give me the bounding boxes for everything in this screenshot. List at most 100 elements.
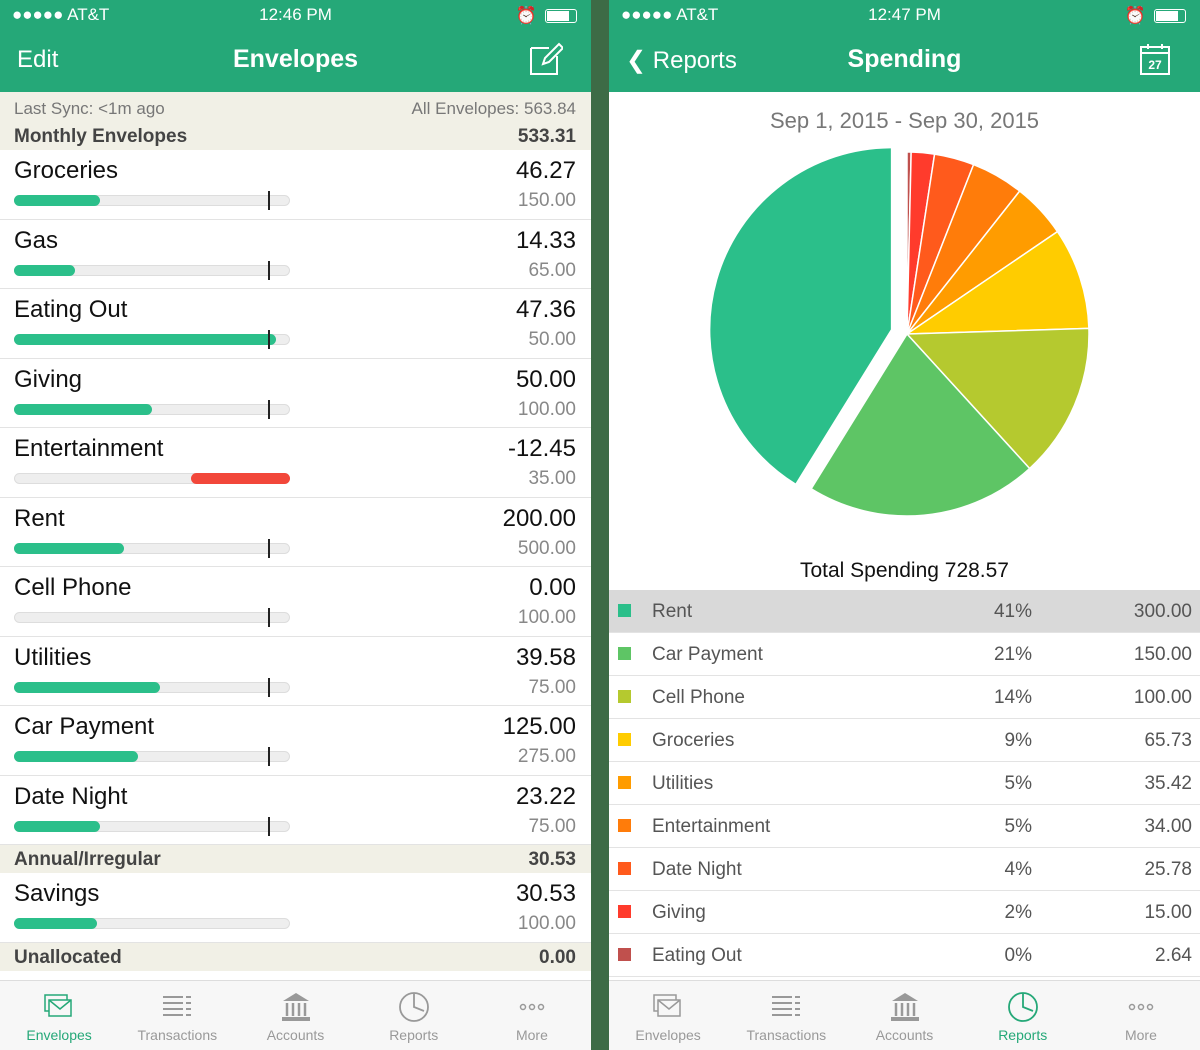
tab-transactions[interactable]: Transactions: [118, 981, 236, 1050]
period-marker: [268, 677, 270, 697]
envelope-balance: 50.00: [515, 365, 576, 393]
progress-fill: [14, 918, 97, 929]
envelope-row[interactable]: Giving 50.00 100.00: [0, 359, 591, 428]
legend-percent: 0%: [1004, 945, 1032, 966]
legend-row[interactable]: Utilities 5% 35.42: [609, 762, 1200, 805]
calendar-icon[interactable]: 27: [1138, 42, 1172, 76]
pie-slice-car-payment[interactable]: [810, 332, 1031, 517]
tab-bar: Envelopes Transactions Accounts Reports More: [0, 980, 591, 1050]
compose-icon[interactable]: [529, 42, 563, 76]
envelope-budget: 100.00: [517, 607, 576, 628]
legend-amount: 35.42: [1144, 773, 1192, 794]
spending-screen: ●●●●● AT&T 12:47 PM ⏰ ❮ Reports Spending…: [609, 0, 1200, 1050]
envelope-budget: 50.00: [528, 329, 576, 350]
envelope-row[interactable]: Savings 30.53 100.00: [0, 873, 591, 943]
legend-row[interactable]: Car Payment 21% 150.00: [609, 633, 1200, 676]
period-marker: [268, 260, 270, 280]
battery-icon: [545, 9, 577, 23]
legend-row[interactable]: Entertainment 5% 34.00: [609, 805, 1200, 848]
envelope-name: Car Payment: [14, 713, 155, 740]
progress-fill: [14, 334, 277, 345]
legend-row[interactable]: Rent 41% 300.00: [609, 590, 1200, 633]
envelope-name: Entertainment: [14, 435, 164, 462]
tab-more[interactable]: More: [1082, 981, 1200, 1050]
envelope-name: Cell Phone: [14, 574, 132, 601]
legend-swatch: [618, 690, 631, 703]
nav-bar: Edit Envelopes: [0, 30, 591, 92]
envelope-name: Giving: [14, 365, 83, 393]
total-spending: Total Spending 728.57: [799, 559, 1009, 582]
nav-bar: ❮ Reports Spending 27: [609, 30, 1200, 92]
list-icon: [163, 996, 192, 1016]
edit-button[interactable]: Edit: [17, 46, 59, 73]
envelopes-icon: [653, 994, 681, 1017]
envelope-row[interactable]: Rent 200.00 500.00: [0, 498, 591, 567]
battery-icon: [1154, 9, 1186, 23]
legend-name: Entertainment: [652, 816, 771, 837]
envelope-row[interactable]: Date Night 23.22 75.00: [0, 776, 591, 845]
envelope-list: Monthly Envelopes 533.31 Groceries 46.27 150…: [0, 122, 591, 971]
legend-amount: 100.00: [1133, 687, 1192, 708]
pie-slice-groceries[interactable]: [904, 230, 1090, 335]
tab-accounts[interactable]: Accounts: [845, 981, 963, 1050]
back-button[interactable]: ❮ Reports: [626, 46, 737, 75]
progress-fill: [14, 681, 161, 693]
progress-fill: [14, 820, 100, 832]
tab-envelopes[interactable]: Envelopes: [0, 981, 118, 1050]
tab-accounts[interactable]: Accounts: [236, 981, 354, 1050]
bank-icon: [281, 993, 310, 1021]
period-marker: [268, 538, 270, 558]
period-marker: [268, 330, 270, 349]
envelope-row[interactable]: Car Payment 125.00 275.00: [0, 706, 591, 776]
legend-name: Utilities: [652, 773, 714, 794]
pie-slice-cell-phone[interactable]: [905, 327, 1090, 470]
progress-track: [14, 816, 290, 836]
envelope-balance: 46.27: [515, 157, 576, 184]
tab-reports[interactable]: Reports: [964, 981, 1082, 1050]
envelope-row[interactable]: Gas 14.33 65.00: [0, 220, 591, 289]
tab-reports[interactable]: Reports: [355, 981, 473, 1050]
legend-swatch: [618, 862, 631, 875]
tab-transactions[interactable]: Transactions: [727, 981, 845, 1050]
progress-fill: [14, 264, 75, 276]
legend-row[interactable]: Date Night 4% 25.78: [609, 848, 1200, 891]
legend-amount: 150.00: [1133, 644, 1192, 665]
legend-row[interactable]: Eating Out 0% 2.64: [609, 934, 1200, 977]
envelope-row[interactable]: Groceries 46.27 150.00: [0, 150, 591, 220]
legend-row[interactable]: Giving 2% 15.00: [609, 891, 1200, 934]
pie-chart-icon: [398, 992, 429, 1022]
envelope-name: Savings: [14, 880, 100, 907]
legend-name: Cell Phone: [652, 687, 745, 708]
bank-icon: [890, 993, 919, 1021]
svg-text:27: 27: [1148, 58, 1162, 72]
section-name: Annual/Irregular: [14, 849, 161, 870]
envelope-row[interactable]: Entertainment -12.45 35.00: [0, 428, 591, 498]
legend-row[interactable]: Groceries 9% 65.73: [609, 719, 1200, 762]
tab-label: Envelopes: [26, 1027, 92, 1043]
envelope-row[interactable]: Eating Out 47.36 50.00: [0, 289, 591, 359]
progress-track: [14, 191, 290, 210]
legend-amount: 25.78: [1144, 859, 1192, 880]
progress-track: [14, 330, 290, 349]
legend-row[interactable]: Cell Phone 14% 100.00: [609, 676, 1200, 719]
legend-percent: 41%: [993, 601, 1032, 622]
last-sync: Last Sync: <1m ago: [14, 99, 165, 118]
alarm-icon: ⏰: [515, 6, 537, 25]
tab-more[interactable]: More: [473, 981, 591, 1050]
progress-track: [14, 918, 290, 929]
tab-label: Accounts: [266, 1027, 325, 1043]
all-envelopes-total: All Envelopes: 563.84: [411, 99, 576, 118]
envelope-row[interactable]: Cell Phone 0.00 100.00: [0, 567, 591, 637]
progress-fill: [190, 473, 290, 484]
pie-slice-rent[interactable]: [708, 146, 893, 486]
list-icon: [772, 996, 801, 1016]
legend-name: Groceries: [652, 730, 735, 751]
envelope-balance: 47.36: [515, 296, 576, 323]
legend-name: Date Night: [652, 859, 742, 880]
envelope-budget: 75.00: [528, 676, 576, 698]
legend-swatch: [618, 647, 631, 660]
tab-envelopes[interactable]: Envelopes: [609, 981, 727, 1050]
page-title: Envelopes: [232, 45, 359, 73]
envelope-row[interactable]: Utilities 39.58 75.00: [0, 637, 591, 706]
section-total: 30.53: [528, 849, 576, 870]
